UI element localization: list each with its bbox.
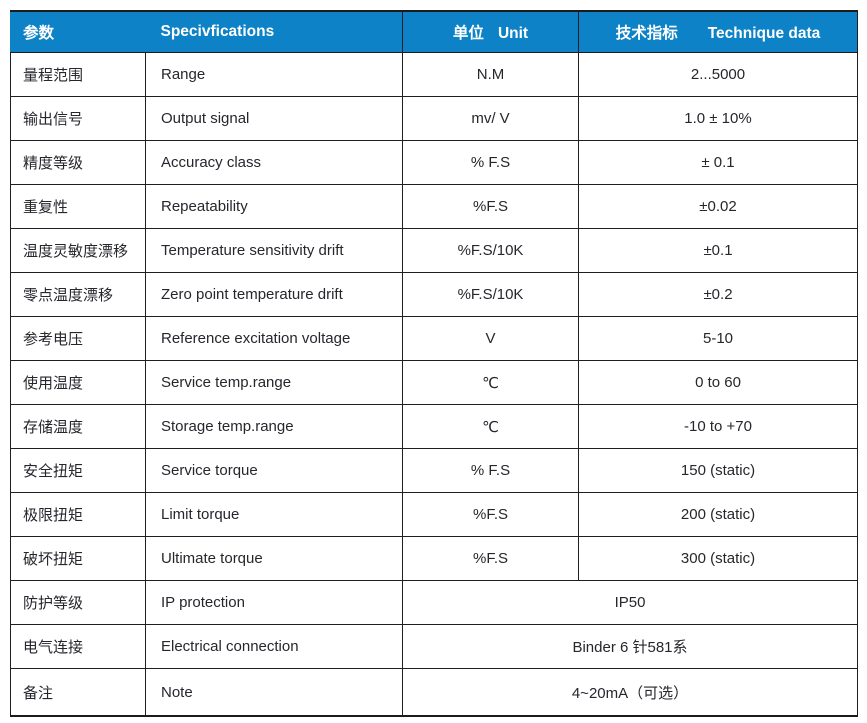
value-cell: 0 to 60 xyxy=(578,360,858,405)
header-unit-en: Unit xyxy=(497,25,529,42)
spec-en-cell: Electrical connection xyxy=(145,624,403,669)
table-body: 量程范围 Range N.M 2...5000 输出信号 Output sign… xyxy=(10,52,858,717)
spec-en-cell: Output signal xyxy=(145,96,403,141)
value-cell: -10 to +70 xyxy=(578,404,858,449)
unit-cell: N.M xyxy=(402,52,579,97)
header-tech-cn: 技术指标 xyxy=(615,25,678,42)
param-cn-cell: 防护等级 xyxy=(10,580,146,625)
spec-en-cell: Note xyxy=(145,668,403,717)
table-row-accuracy-class: 精度等级 Accuracy class % F.S ± 0.1 xyxy=(10,140,858,185)
value-cell: 200 (static) xyxy=(578,492,858,537)
param-cn-cell: 精度等级 xyxy=(10,140,146,185)
param-cn-cell: 破坏扭矩 xyxy=(10,536,146,581)
table-row-service-torque: 安全扭矩 Service torque % F.S 150 (static) xyxy=(10,448,858,493)
header-param-cn: 参数 xyxy=(23,25,55,42)
table-row-output-signal: 输出信号 Output signal mv/ V 1.0 ± 10% xyxy=(10,96,858,141)
spec-en-cell: Repeatability xyxy=(145,184,403,229)
unit-cell: % F.S xyxy=(402,140,579,185)
spec-en-cell: Limit torque xyxy=(145,492,403,537)
spec-en-cell: Reference excitation voltage xyxy=(145,316,403,361)
param-cn-cell: 零点温度漂移 xyxy=(10,272,146,317)
unit-cell: %F.S xyxy=(402,492,579,537)
table-row-electrical-connection: 电气连接 Electrical connection Binder 6 针581… xyxy=(10,624,858,669)
param-cn-cell: 使用温度 xyxy=(10,360,146,405)
spec-en-cell: Ultimate torque xyxy=(145,536,403,581)
param-cn-cell: 输出信号 xyxy=(10,96,146,141)
table-row-temp-sensitivity-drift: 温度灵敏度漂移 Temperature sensitivity drift %F… xyxy=(10,228,858,273)
param-cn-cell: 安全扭矩 xyxy=(10,448,146,493)
spec-en-cell: Zero point temperature drift xyxy=(145,272,403,317)
value-cell: 5-10 xyxy=(578,316,858,361)
unit-cell: ℃ xyxy=(402,360,579,405)
table-row-note: 备注 Note 4~20mA（可选） xyxy=(10,668,858,717)
unit-cell: % F.S xyxy=(402,448,579,493)
value-cell: ± 0.1 xyxy=(578,140,858,185)
header-row: 参数 Specivfications 单位 Unit 技术指标 Techniqu… xyxy=(10,10,858,53)
value-cell: ±0.1 xyxy=(578,228,858,273)
spec-en-cell: IP protection xyxy=(145,580,403,625)
value-cell: ±0.2 xyxy=(578,272,858,317)
header-tech-en: Technique data xyxy=(707,25,821,42)
merged-value-cell: 4~20mA（可选） xyxy=(402,668,858,717)
unit-cell: V xyxy=(402,316,579,361)
table-row-service-temp-range: 使用温度 Service temp.range ℃ 0 to 60 xyxy=(10,360,858,405)
param-cn-cell: 备注 xyxy=(10,668,146,717)
header-unit-cn: 单位 xyxy=(452,25,484,42)
param-cn-cell: 重复性 xyxy=(10,184,146,229)
unit-cell: %F.S/10K xyxy=(402,272,579,317)
param-cn-cell: 温度灵敏度漂移 xyxy=(10,228,146,273)
table-row-reference-voltage: 参考电压 Reference excitation voltage V 5-10 xyxy=(10,316,858,361)
spec-en-cell: Service temp.range xyxy=(145,360,403,405)
table-row-ip-protection: 防护等级 IP protection IP50 xyxy=(10,580,858,625)
unit-cell: mv/ V xyxy=(402,96,579,141)
table-row-repeatability: 重复性 Repeatability %F.S ±0.02 xyxy=(10,184,858,229)
table-row-storage-temp-range: 存储温度 Storage temp.range ℃ -10 to +70 xyxy=(10,404,858,449)
table-row-ultimate-torque: 破坏扭矩 Ultimate torque %F.S 300 (static) xyxy=(10,536,858,581)
unit-cell: %F.S xyxy=(402,184,579,229)
spec-en-cell: Storage temp.range xyxy=(145,404,403,449)
header-technique-data: 技术指标 Technique data xyxy=(578,10,858,53)
unit-cell: %F.S xyxy=(402,536,579,581)
value-cell: 1.0 ± 10% xyxy=(578,96,858,141)
param-cn-cell: 电气连接 xyxy=(10,624,146,669)
param-cn-cell: 量程范围 xyxy=(10,52,146,97)
table-row-range: 量程范围 Range N.M 2...5000 xyxy=(10,52,858,97)
spec-en-cell: Range xyxy=(145,52,403,97)
param-cn-cell: 存储温度 xyxy=(10,404,146,449)
header-unit: 单位 Unit xyxy=(402,10,579,53)
merged-value-cell: Binder 6 针581系 xyxy=(402,624,858,669)
header-specifications: Specivfications xyxy=(145,10,403,53)
spec-en-cell: Service torque xyxy=(145,448,403,493)
value-cell: 150 (static) xyxy=(578,448,858,493)
unit-cell: ℃ xyxy=(402,404,579,449)
table-row-limit-torque: 极限扭矩 Limit torque %F.S 200 (static) xyxy=(10,492,858,537)
value-cell: ±0.02 xyxy=(578,184,858,229)
merged-value-cell: IP50 xyxy=(402,580,858,625)
param-cn-cell: 极限扭矩 xyxy=(10,492,146,537)
param-cn-cell: 参考电压 xyxy=(10,316,146,361)
table-header: 参数 Specivfications 单位 Unit 技术指标 Techniqu… xyxy=(10,10,858,53)
value-cell: 300 (static) xyxy=(578,536,858,581)
header-spec-en: Specivfications xyxy=(160,23,275,40)
spec-en-cell: Temperature sensitivity drift xyxy=(145,228,403,273)
value-cell: 2...5000 xyxy=(578,52,858,97)
specifications-table: 参数 Specivfications 单位 Unit 技术指标 Techniqu… xyxy=(10,10,858,717)
unit-cell: %F.S/10K xyxy=(402,228,579,273)
table-row-zero-point-temp-drift: 零点温度漂移 Zero point temperature drift %F.S… xyxy=(10,272,858,317)
spec-en-cell: Accuracy class xyxy=(145,140,403,185)
header-param: 参数 xyxy=(10,10,146,53)
